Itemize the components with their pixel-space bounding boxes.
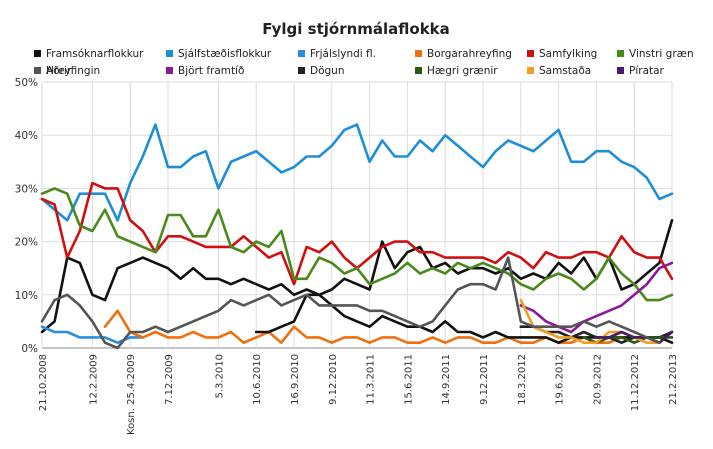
legend-swatch (527, 67, 534, 74)
legend-item: Framsóknarflokkur (34, 48, 144, 60)
x-tick-label: 5.3.2010 (214, 354, 225, 399)
legend-label: Frjálslyndi fl. (310, 48, 376, 60)
series-line (519, 261, 674, 334)
legend-item: Hægri grænir (415, 65, 498, 77)
legend-item: Frjálslyndi fl. (298, 48, 376, 60)
series-line (103, 309, 623, 345)
legend-item: Aðrir (34, 65, 72, 77)
series-12 (40, 256, 661, 350)
legend-item: Borgarahreyfing (415, 48, 512, 60)
y-tick-label: 10% (15, 290, 38, 302)
legend-swatch (298, 50, 305, 57)
legend-item: Vinstri græn (617, 48, 694, 60)
x-tick-label: 11.12.2012 (630, 354, 641, 411)
y-tick-label: 0% (21, 343, 38, 355)
x-tick-label: 21.2.2013 (668, 354, 679, 405)
y-tick-label: 40% (15, 130, 38, 142)
legend-item: Björt framtíð (166, 65, 244, 77)
x-tick-label: 10.6.2010 (252, 354, 263, 405)
series-lines (40, 123, 674, 350)
legend-swatch (415, 50, 422, 57)
x-tick-label: 14.9.2011 (441, 354, 452, 405)
legend-label: Framsóknarflokkur (46, 48, 144, 60)
legend-label: Píratar (629, 65, 665, 77)
legend-label: Aðrir (46, 65, 72, 77)
series-line (40, 187, 674, 302)
y-tick-label: 20% (15, 237, 38, 249)
legend-label: Sjálfstæðisflokkur (178, 48, 272, 60)
legend-label: Vinstri græn (629, 48, 694, 60)
legend-label: Borgarahreyfing (427, 48, 512, 60)
series-7 (519, 261, 674, 334)
series-line (40, 123, 674, 222)
x-tick-label: 12.2.2009 (88, 354, 99, 405)
y-axis: 0% 10% 20% 30% 40% 50% (15, 77, 38, 355)
y-tick-label: 50% (15, 77, 38, 89)
x-tick-label: 11.3.2011 (366, 354, 377, 405)
legend-swatch (617, 50, 624, 57)
legend-swatch (166, 67, 173, 74)
legend-swatch (34, 67, 41, 74)
legend-swatch (415, 67, 422, 74)
legend-swatch (527, 50, 534, 57)
legend-item: Sjálfstæðisflokkur (166, 48, 272, 60)
grid-lines (41, 81, 673, 349)
series-1 (40, 123, 674, 222)
series-line (254, 293, 674, 345)
legend-label: Hreyfingin (46, 65, 100, 77)
x-tick-label: 9.12.2010 (328, 354, 339, 405)
legend-label: Samstaða (539, 65, 591, 77)
legend-swatch (34, 50, 41, 57)
x-tick-label: 15.6.2011 (403, 354, 414, 405)
series-0 (40, 219, 674, 334)
legend-label: Hægri grænir (427, 65, 498, 77)
chart-title: Fylgi stjórnmálaflokka (262, 20, 450, 38)
x-tick-label: 16.9.2010 (290, 354, 301, 405)
legend-swatch (298, 67, 305, 74)
legend: Framsóknarflokkur Sjálfstæðisflokkur Frjál… (34, 48, 694, 77)
legend-item: Píratar (617, 65, 665, 77)
legend-item: Samstaða (527, 65, 591, 77)
legend-swatch (617, 67, 624, 74)
x-tick-label: Kosn. 25.4.2009 (126, 354, 137, 435)
x-tick-label: 18.3.2012 (517, 354, 528, 405)
x-tick-label: 19.6.2012 (555, 354, 566, 405)
series-6 (254, 293, 674, 345)
x-tick-label: 20.9.2012 (592, 354, 603, 405)
x-tick-label: 9.12.2011 (479, 354, 490, 405)
legend-label: Samfylking (539, 48, 597, 60)
legend-item: Dögun (298, 65, 344, 77)
series-3 (103, 309, 623, 345)
series-line (40, 219, 674, 334)
series-line (40, 256, 661, 350)
legend-label: Björt framtíð (178, 65, 244, 77)
y-tick-label: 30% (15, 183, 38, 195)
legend-swatch (166, 50, 173, 57)
series-5 (40, 187, 674, 302)
legend-item: Samfylking (527, 48, 597, 60)
legend-label: Dögun (310, 65, 344, 77)
x-tick-label: 21.10.2008 (38, 354, 49, 411)
x-axis: 21.10.2008 12.2.2009 Kosn. 25.4.2009 7.12.2… (38, 354, 679, 435)
x-tick-label: 7.12.2009 (164, 354, 175, 405)
